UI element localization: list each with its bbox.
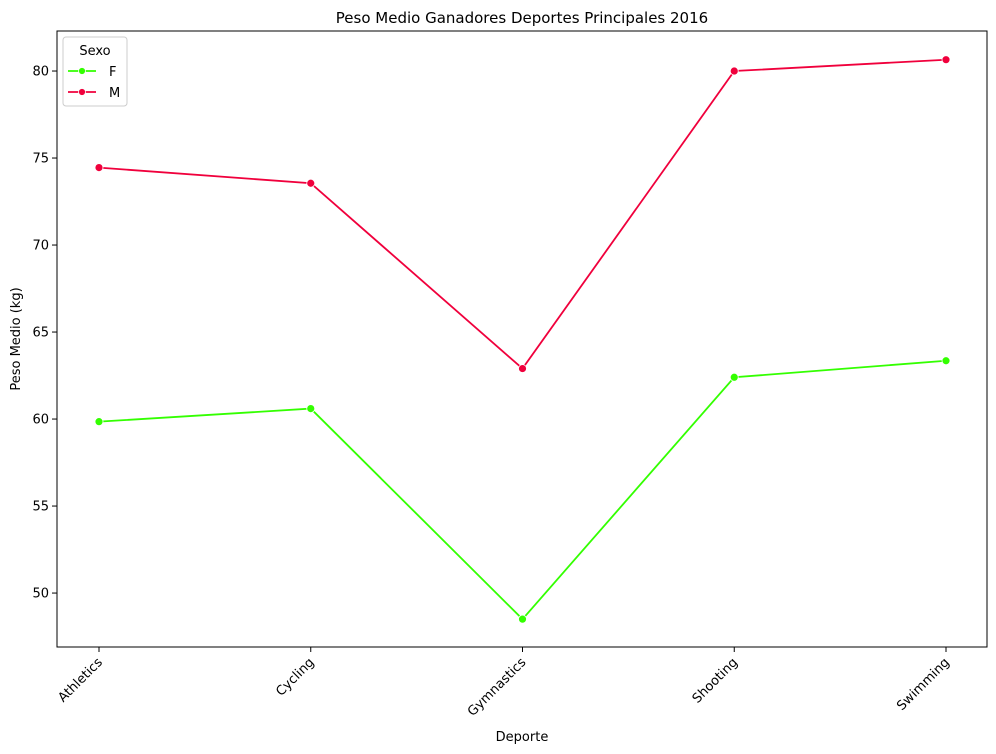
y-tick-label: 70 xyxy=(32,239,49,254)
y-tick-label: 65 xyxy=(32,326,49,341)
chart-title: Peso Medio Ganadores Deportes Principale… xyxy=(336,9,708,27)
x-tick-label: Swimming xyxy=(894,655,953,714)
data-point xyxy=(941,356,951,366)
legend: Sexo FM xyxy=(62,36,128,107)
data-point xyxy=(941,55,951,65)
y-tick-label: 55 xyxy=(32,500,49,515)
series-line xyxy=(98,359,947,621)
data-point xyxy=(306,404,316,414)
y-axis-label: Peso Medio (kg) xyxy=(9,287,24,390)
data-point xyxy=(306,178,316,188)
y-tick-label: 75 xyxy=(32,152,49,167)
y-axis: 50 55 60 65 70 75 80 xyxy=(32,65,57,602)
x-tick-label: Athletics xyxy=(55,655,106,706)
legend-marker xyxy=(78,88,86,96)
series-line xyxy=(98,58,947,370)
x-tick-label: Gymnastics xyxy=(465,655,530,720)
y-tick-label: 80 xyxy=(32,65,49,80)
legend-marker xyxy=(78,67,86,75)
series-M xyxy=(94,55,951,373)
y-tick-label: 60 xyxy=(32,413,49,428)
data-point xyxy=(729,66,739,76)
data-point xyxy=(518,614,527,624)
series-layer xyxy=(94,55,951,624)
x-axis: Athletics Cycling Gymnastics Shooting Swimmi… xyxy=(55,647,953,720)
x-axis-label: Deporte xyxy=(496,730,549,745)
legend-title: Sexo xyxy=(79,44,110,59)
data-point xyxy=(94,417,104,427)
legend-label: M xyxy=(109,86,120,101)
series-F xyxy=(94,356,951,624)
data-point xyxy=(518,364,527,373)
data-point xyxy=(94,163,104,172)
y-tick-label: 50 xyxy=(32,587,49,602)
x-tick-label: Shooting xyxy=(690,655,741,706)
legend-label: F xyxy=(109,65,116,80)
x-tick-label: Cycling xyxy=(273,655,317,699)
plot-area xyxy=(56,30,988,648)
data-point xyxy=(729,372,739,382)
